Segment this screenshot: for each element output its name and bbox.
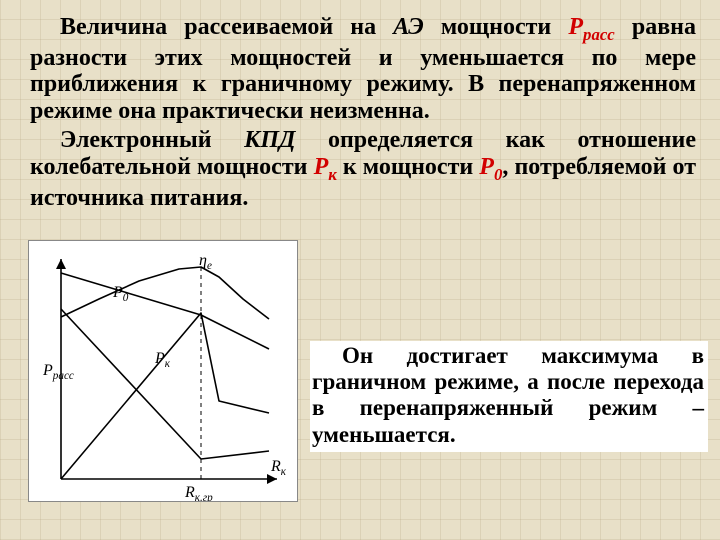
p2-p0-symbol: P [479,154,494,180]
chart-figure: RкRк.грηeP0PрассPк [28,240,298,502]
svg-text:Pрасс: Pрасс [42,362,74,382]
p1-ae: АЭ [393,14,423,40]
p2-kpd: КПД [244,127,295,153]
p2-pk-symbol: P [314,154,329,180]
p2-mid: к мощности [337,154,480,180]
paragraph-3: Он достигает максимума в граничном режим… [310,341,708,452]
svg-text:Rк.гр: Rк.гр [184,484,213,501]
chart-svg: RкRк.грηeP0PрассPк [29,241,297,501]
p2-pk-sub: к [328,165,337,184]
p1-p-sub: расс [583,25,615,44]
p2-leading: Электронный [60,127,244,153]
paragraph-1: Величина рассеиваемой на АЭ мощности Pра… [30,14,696,125]
slide-body: Величина рассеиваемой на АЭ мощности Pра… [0,0,720,540]
p1-after-ae: мощности [424,14,569,40]
p1-p-symbol: P [568,14,583,40]
p1-leading: Величина рассеиваемой на [60,14,393,40]
paragraph-2: Электронный КПД определяется как отношен… [30,127,696,211]
svg-text:Rк: Rк [270,458,287,478]
